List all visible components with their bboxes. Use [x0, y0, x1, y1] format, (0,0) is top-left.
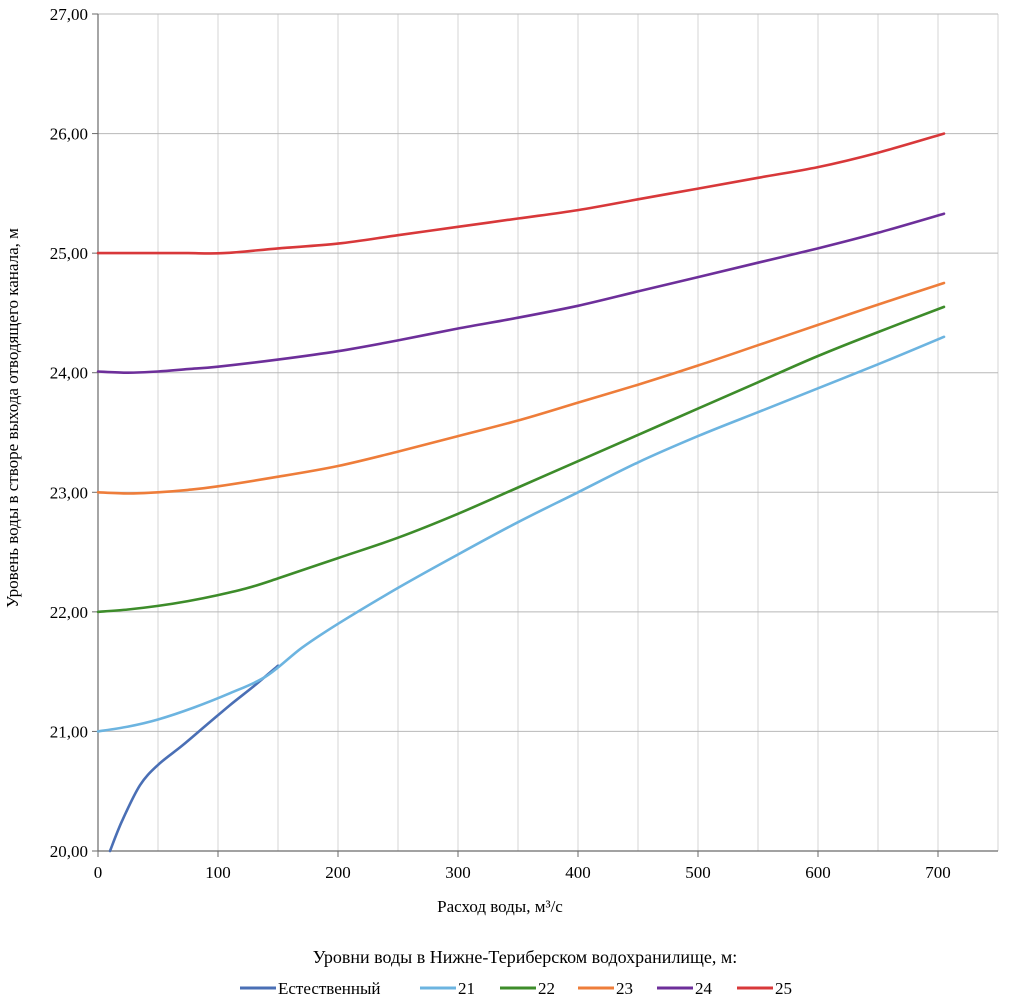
legend-label-2: 22	[538, 979, 555, 998]
x-tick-label: 0	[94, 863, 103, 882]
legend-label-4: 24	[695, 979, 713, 998]
y-tick-label: 23,00	[50, 483, 88, 502]
y-tick-label: 22,00	[50, 603, 88, 622]
x-tick-label: 400	[565, 863, 591, 882]
y-tick-label: 20,00	[50, 842, 88, 861]
series-line-4	[96, 212, 946, 374]
series-line-2	[96, 305, 946, 614]
y-tick-label: 21,00	[50, 722, 88, 741]
legend-label-0: Естественный	[278, 979, 381, 998]
x-tick-label: 700	[925, 863, 951, 882]
y-axis-title: Уровень воды в створе выхода отводящего …	[3, 228, 22, 608]
series-group	[96, 132, 946, 853]
y-tick-label: 26,00	[50, 125, 88, 144]
x-tick-label: 100	[205, 863, 231, 882]
tick-labels: 20,00 21,00 22,00 23,00 24,00 25,00 26,00 27,00…	[50, 5, 951, 882]
legend: Естественный 21 22 23 24 25	[240, 979, 792, 998]
y-tick-label: 27,00	[50, 5, 88, 24]
x-tick-label: 500	[685, 863, 711, 882]
legend-label-1: 21	[458, 979, 475, 998]
series-line-0	[108, 664, 280, 853]
y-tick-label: 25,00	[50, 244, 88, 263]
series-line-1	[96, 335, 946, 733]
y-tick-label: 24,00	[50, 364, 88, 383]
legend-label-5: 25	[775, 979, 792, 998]
x-tick-label: 600	[805, 863, 831, 882]
x-tick-label: 200	[325, 863, 351, 882]
legend-label-3: 23	[616, 979, 633, 998]
series-line-5	[96, 132, 946, 255]
grid	[98, 13, 999, 851]
series-line-3	[96, 281, 946, 495]
legend-title: Уровни воды в Нижне-Териберском водохран…	[313, 947, 738, 967]
axes	[92, 13, 998, 857]
x-tick-label: 300	[445, 863, 471, 882]
x-axis-title: Расход воды, м³/с	[437, 897, 563, 916]
